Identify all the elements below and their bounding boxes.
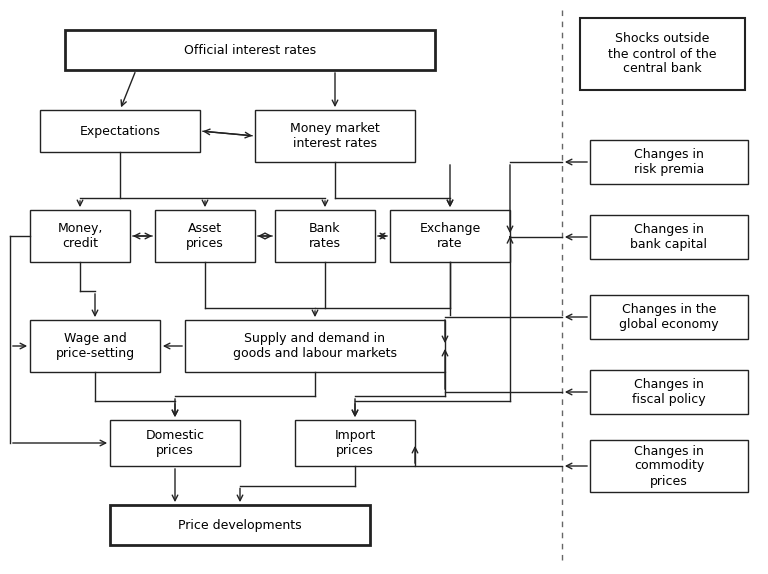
Text: Price developments: Price developments: [178, 518, 302, 532]
Text: Import
prices: Import prices: [334, 429, 376, 457]
Text: Changes in the
global economy: Changes in the global economy: [619, 303, 719, 331]
Bar: [155, 210, 255, 262]
Text: Changes in
risk premia: Changes in risk premia: [634, 148, 704, 176]
Bar: [30, 320, 160, 372]
Bar: [110, 420, 240, 466]
Bar: [590, 215, 748, 259]
Bar: [295, 420, 415, 466]
Bar: [390, 210, 510, 262]
Bar: [275, 210, 375, 262]
Bar: [255, 110, 415, 162]
Text: Changes in
fiscal policy: Changes in fiscal policy: [632, 378, 706, 406]
Bar: [40, 110, 200, 152]
Bar: [110, 505, 370, 545]
Bar: [590, 370, 748, 414]
Text: Shocks outside
the control of the
central bank: Shocks outside the control of the centra…: [608, 33, 717, 76]
Bar: [185, 320, 445, 372]
Text: Exchange
rate: Exchange rate: [419, 222, 481, 250]
Text: Changes in
bank capital: Changes in bank capital: [631, 223, 707, 251]
Text: Bank
rates: Bank rates: [309, 222, 341, 250]
Text: Changes in
commodity
prices: Changes in commodity prices: [634, 444, 704, 487]
Bar: [580, 18, 745, 90]
Text: Supply and demand in
goods and labour markets: Supply and demand in goods and labour ma…: [233, 332, 397, 360]
Text: Money market
interest rates: Money market interest rates: [290, 122, 380, 150]
Text: Domestic
prices: Domestic prices: [145, 429, 204, 457]
Text: Expectations: Expectations: [80, 125, 161, 138]
Bar: [590, 440, 748, 492]
Text: Asset
prices: Asset prices: [186, 222, 224, 250]
Bar: [65, 30, 435, 70]
Bar: [590, 295, 748, 339]
Bar: [590, 140, 748, 184]
Bar: [30, 210, 130, 262]
Text: Money,
credit: Money, credit: [58, 222, 103, 250]
Text: Official interest rates: Official interest rates: [184, 44, 316, 56]
Text: Wage and
price-setting: Wage and price-setting: [55, 332, 134, 360]
